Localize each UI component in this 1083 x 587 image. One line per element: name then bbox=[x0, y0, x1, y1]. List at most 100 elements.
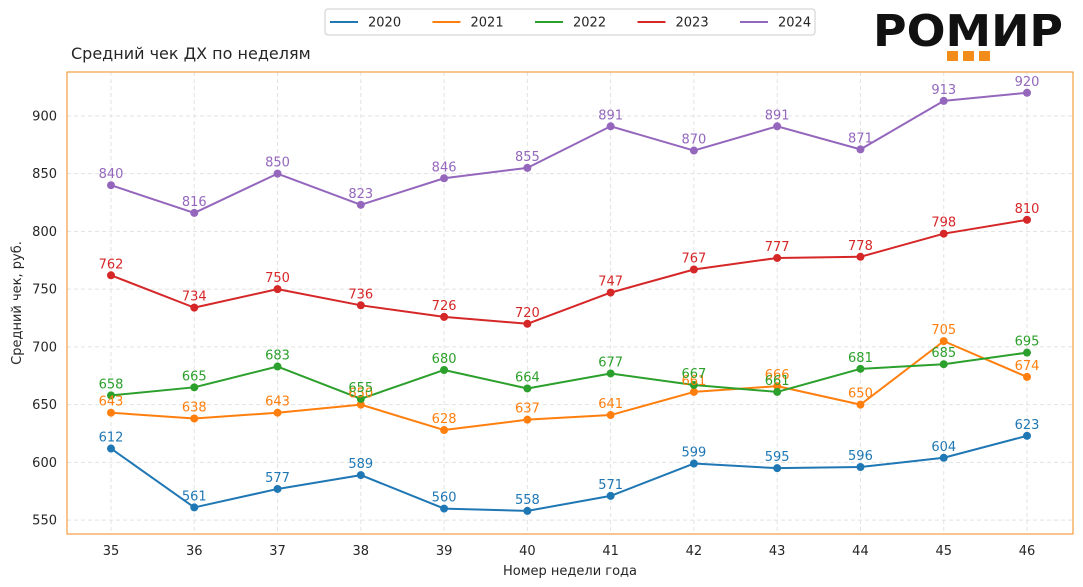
data-label-2021: 643 bbox=[265, 395, 290, 410]
data-label-2022: 685 bbox=[931, 346, 956, 361]
data-label-2024: 823 bbox=[348, 187, 373, 202]
data-label-2020: 571 bbox=[598, 478, 623, 493]
series-line-2021 bbox=[110, 340, 1028, 432]
series-line-2022 bbox=[110, 351, 1028, 400]
data-label-2024: 891 bbox=[598, 108, 623, 123]
data-label-2021: 666 bbox=[765, 368, 790, 383]
data-point-2020 bbox=[939, 453, 948, 462]
y-tick-label: 800 bbox=[32, 225, 57, 240]
logo-text: РОМИР bbox=[873, 6, 1063, 57]
data-point-2023 bbox=[1023, 215, 1031, 224]
data-point-2023 bbox=[273, 285, 282, 294]
data-point-2020 bbox=[1023, 431, 1031, 440]
data-label-2024: 840 bbox=[99, 167, 124, 182]
data-point-2024 bbox=[190, 208, 199, 217]
data-label-2021: 650 bbox=[848, 387, 873, 402]
data-label-2020: 623 bbox=[1015, 418, 1040, 433]
data-label-2023: 750 bbox=[265, 271, 290, 286]
chart-title: Средний чек ДХ по неделям bbox=[71, 44, 311, 63]
data-label-2022: 681 bbox=[848, 351, 873, 366]
x-axis-title: Номер недели года bbox=[503, 564, 637, 579]
data-point-2024 bbox=[356, 200, 365, 209]
data-label-2023: 736 bbox=[348, 287, 373, 302]
data-label-2022: 695 bbox=[1015, 335, 1040, 350]
data-point-2022 bbox=[773, 387, 782, 396]
data-label-2024: 871 bbox=[848, 131, 873, 146]
data-label-2022: 683 bbox=[265, 349, 290, 364]
data-label-2023: 734 bbox=[182, 290, 207, 305]
data-point-2022 bbox=[440, 365, 449, 374]
series-line-2020 bbox=[110, 434, 1028, 512]
data-label-2023: 810 bbox=[1015, 202, 1040, 217]
x-tick-label: 44 bbox=[852, 544, 869, 559]
data-point-2022 bbox=[606, 369, 615, 378]
data-label-2024: 816 bbox=[182, 195, 207, 210]
data-label-2020: 604 bbox=[931, 440, 956, 455]
romir-logo: РОМИР bbox=[873, 6, 1063, 61]
data-label-2022: 667 bbox=[681, 367, 706, 382]
x-tick-label: 45 bbox=[935, 544, 952, 559]
data-label-2023: 762 bbox=[99, 257, 124, 272]
data-label-2024: 920 bbox=[1015, 75, 1040, 90]
data-point-2024 bbox=[1023, 88, 1031, 97]
data-label-2022: 655 bbox=[348, 381, 373, 396]
logo-square-1 bbox=[947, 51, 958, 61]
data-label-2024: 846 bbox=[432, 160, 457, 175]
data-point-2024 bbox=[273, 169, 282, 178]
data-point-2023 bbox=[107, 271, 115, 280]
data-label-2020: 561 bbox=[182, 489, 207, 504]
y-tick-label: 750 bbox=[32, 283, 57, 298]
data-point-2021 bbox=[190, 414, 199, 423]
data-label-2024: 870 bbox=[681, 133, 706, 148]
data-point-2021 bbox=[440, 426, 449, 435]
data-point-2020 bbox=[773, 464, 782, 473]
data-point-2022 bbox=[1023, 348, 1031, 357]
plot-frame bbox=[66, 71, 1074, 535]
data-label-2023: 798 bbox=[931, 216, 956, 231]
data-point-2024 bbox=[606, 122, 615, 131]
data-label-2021: 705 bbox=[931, 323, 956, 338]
data-point-2023 bbox=[606, 288, 615, 297]
data-label-2024: 913 bbox=[931, 83, 956, 98]
data-label-2020: 596 bbox=[848, 449, 873, 464]
data-label-2020: 589 bbox=[348, 457, 373, 472]
data-point-2022 bbox=[107, 391, 115, 400]
data-point-2020 bbox=[190, 503, 199, 512]
data-label-2021: 661 bbox=[681, 374, 706, 389]
x-tick-label: 42 bbox=[686, 544, 703, 559]
y-tick-label: 700 bbox=[32, 340, 57, 355]
y-tick-label: 600 bbox=[32, 456, 57, 471]
data-point-2022 bbox=[856, 364, 865, 373]
data-point-2022 bbox=[190, 383, 199, 392]
data-point-2022 bbox=[523, 384, 532, 393]
data-label-2023: 777 bbox=[765, 240, 790, 255]
y-tick-label: 650 bbox=[32, 398, 57, 413]
legend-label-2022: 2022 bbox=[573, 16, 606, 31]
data-label-2020: 599 bbox=[681, 446, 706, 461]
data-point-2021 bbox=[606, 411, 615, 420]
data-point-2020 bbox=[440, 504, 449, 513]
x-tick-label: 40 bbox=[519, 544, 536, 559]
data-label-2020: 595 bbox=[765, 450, 790, 465]
x-tick-label: 38 bbox=[353, 544, 370, 559]
data-point-2021 bbox=[773, 382, 782, 391]
data-point-2024 bbox=[773, 122, 782, 131]
legend: 2020 2021 2022 2023 2024 bbox=[324, 8, 816, 36]
data-point-2020 bbox=[523, 506, 532, 515]
x-tick-label: 35 bbox=[103, 544, 120, 559]
data-point-2021 bbox=[689, 387, 698, 396]
data-label-2020: 577 bbox=[265, 471, 290, 486]
data-point-2024 bbox=[440, 174, 449, 183]
data-point-2020 bbox=[606, 491, 615, 500]
data-label-2023: 726 bbox=[432, 299, 457, 314]
data-point-2021 bbox=[939, 337, 948, 346]
data-label-2021: 637 bbox=[515, 402, 540, 417]
data-point-2023 bbox=[939, 229, 948, 238]
data-point-2023 bbox=[773, 253, 782, 262]
data-point-2020 bbox=[356, 471, 365, 480]
data-point-2024 bbox=[523, 163, 532, 172]
data-label-2020: 560 bbox=[432, 491, 457, 506]
y-tick-label: 900 bbox=[32, 109, 57, 124]
y-axis-title: Средний чек, руб. bbox=[10, 241, 25, 365]
